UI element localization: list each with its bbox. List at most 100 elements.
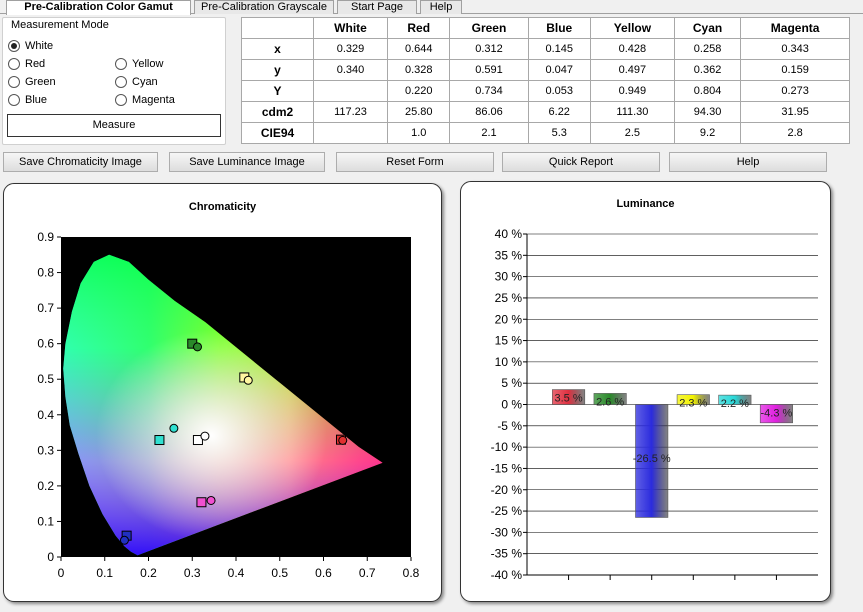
- column-header: Cyan: [673, 17, 742, 39]
- bar-red: [552, 389, 586, 405]
- radio-label: Cyan: [132, 76, 158, 88]
- measured-marker-red: [338, 435, 348, 445]
- radio-cyan[interactable]: Cyan: [115, 75, 158, 89]
- y-tick-label: 30 %: [495, 270, 523, 284]
- table-row: Y 0.220 0.734 0.053 0.949 0.804 0.273: [241, 80, 850, 102]
- table-cell: 0.053: [527, 80, 591, 102]
- table-cell: 0.591: [449, 59, 529, 81]
- table-row: x 0.329 0.644 0.312 0.145 0.428 0.258 0.343: [241, 38, 850, 60]
- x-tick-label: 0: [58, 566, 65, 580]
- target-marker-cyan: [154, 435, 165, 446]
- x-tick-label: 0.6: [315, 566, 332, 580]
- tab-start-page[interactable]: Start Page: [337, 0, 417, 14]
- table-header-row: White Red Green Blue Yellow Cyan Magenta: [241, 17, 850, 39]
- table-cell: 2.5: [589, 122, 675, 144]
- table-cell: 6.22: [527, 101, 591, 123]
- bar-label-cyan: 2.2 %: [721, 398, 749, 410]
- tab-pre-calibration-grayscale[interactable]: Pre-Calibration Grayscale: [194, 0, 334, 14]
- measured-marker-green: [193, 342, 202, 352]
- table-cell: 0.340: [312, 59, 389, 81]
- table-cell: 117.23: [312, 101, 389, 123]
- radio-white[interactable]: White: [8, 39, 53, 53]
- bar-label-green: 2.6 %: [596, 396, 624, 408]
- x-tick-label: 0.7: [359, 566, 376, 580]
- measure-button[interactable]: Measure: [7, 114, 221, 137]
- table-cell: 0.328: [387, 59, 451, 81]
- y-tick-label: -35 %: [491, 547, 523, 561]
- save-chromaticity-image-button[interactable]: Save Chromaticity Image: [3, 152, 158, 172]
- bar-label-yellow: 2.3 %: [679, 398, 707, 410]
- column-header: Green: [449, 17, 529, 39]
- table-cell: 25.80: [387, 101, 451, 123]
- table-cell: 0.258: [673, 38, 742, 60]
- tab-pre-calibration-color-gamut[interactable]: Pre-Calibration Color Gamut: [6, 0, 191, 15]
- radio-yellow[interactable]: Yellow: [115, 57, 163, 71]
- radio-red[interactable]: Red: [8, 57, 45, 71]
- quick-report-button[interactable]: Quick Report: [502, 152, 660, 172]
- table-cell: 9.2: [673, 122, 742, 144]
- y-tick-label: 0.6: [37, 337, 54, 351]
- y-tick-label: 0.7: [37, 301, 54, 315]
- radio-label: Yellow: [132, 58, 164, 70]
- bar-cyan: [718, 394, 752, 405]
- y-tick-label: -10 %: [491, 440, 523, 454]
- table-cell: 0.220: [387, 80, 451, 102]
- y-tick-label: -20 %: [491, 483, 523, 497]
- radio-magenta[interactable]: Magenta: [115, 93, 175, 107]
- x-tick-label: 0.2: [140, 566, 157, 580]
- table-cell: 0.145: [527, 38, 591, 60]
- table-cell: 0.644: [387, 38, 451, 60]
- column-header: Red: [387, 17, 451, 39]
- table-cell: 0.734: [449, 80, 529, 102]
- measured-marker-magenta: [206, 495, 216, 505]
- row-header: Y: [241, 80, 314, 102]
- y-tick-label: 40 %: [495, 227, 523, 241]
- y-tick-label: -30 %: [491, 525, 523, 539]
- y-tick-label: 0 %: [501, 398, 522, 412]
- y-tick-label: 10 %: [495, 355, 523, 369]
- radio-label: Red: [25, 58, 46, 70]
- radio-dot-icon: [8, 40, 20, 52]
- x-tick-label: 0.1: [96, 566, 113, 580]
- tab-help[interactable]: Help: [420, 0, 462, 14]
- radio-label: Green: [25, 76, 56, 88]
- chromaticity-chart: 0 0.1 0.2 0.3 0.4 0.5 0.6 0.7 0.8 0 0.1 0.2 0.3 0.4 0.…: [37, 230, 419, 580]
- table-cell: 0.273: [740, 80, 850, 102]
- save-luminance-image-button[interactable]: Save Luminance Image: [169, 152, 325, 172]
- table-row: CIE94 1.0 2.1 5.3 2.5 9.2 2.8: [241, 122, 850, 144]
- bar-label-magenta: -4.3 %: [761, 408, 793, 420]
- measured-marker-blue: [119, 535, 129, 545]
- y-tick-label: 0.5: [37, 372, 54, 386]
- y-tick-label: 0.3: [37, 443, 54, 457]
- radio-dot-icon: [115, 58, 127, 70]
- bar-magenta: [759, 404, 793, 424]
- table-cell: 0.312: [449, 38, 529, 60]
- table-cell: 0.497: [589, 59, 675, 81]
- table-cell: 0.428: [589, 38, 675, 60]
- y-tick-label: 15 %: [495, 334, 523, 348]
- table-cell: 111.30: [589, 101, 675, 123]
- column-header: White: [312, 17, 389, 39]
- radio-green[interactable]: Green: [8, 75, 56, 89]
- y-tick-label: 0.1: [37, 514, 54, 528]
- table-cell: 2.1: [449, 122, 529, 144]
- x-tick-label: 0.3: [184, 566, 201, 580]
- y-tick-label: -25 %: [491, 504, 523, 518]
- measured-marker-cyan: [169, 423, 179, 433]
- table-cell: 0.362: [673, 59, 742, 81]
- row-header: y: [241, 59, 314, 81]
- luminance-chart: 40 % 35 % 30 % 25 % 20 % 15 % 10 % 5 % 0 % -5 % -1…: [491, 227, 818, 582]
- table-cell: 0.159: [740, 59, 850, 81]
- y-tick-label: -5 %: [497, 419, 522, 433]
- table-cell: 0.047: [527, 59, 591, 81]
- table-row: cdm2 117.23 25.80 86.06 6.22 111.30 94.30 31.95: [241, 101, 850, 123]
- y-tick-label: 35 %: [495, 248, 523, 262]
- table-corner-cell: [241, 17, 314, 39]
- measured-marker-yellow: [243, 375, 253, 385]
- help-button[interactable]: Help: [669, 152, 827, 172]
- y-tick-label: -40 %: [491, 568, 523, 582]
- radio-blue[interactable]: Blue: [8, 93, 47, 107]
- row-header: cdm2: [241, 101, 314, 123]
- reset-form-button[interactable]: Reset Form: [336, 152, 494, 172]
